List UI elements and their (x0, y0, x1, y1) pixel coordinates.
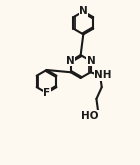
Text: N: N (79, 6, 88, 16)
Text: N: N (87, 56, 95, 66)
Text: NH: NH (94, 70, 112, 81)
Text: N: N (66, 56, 75, 66)
Text: F: F (43, 88, 50, 98)
Text: HO: HO (81, 111, 98, 121)
